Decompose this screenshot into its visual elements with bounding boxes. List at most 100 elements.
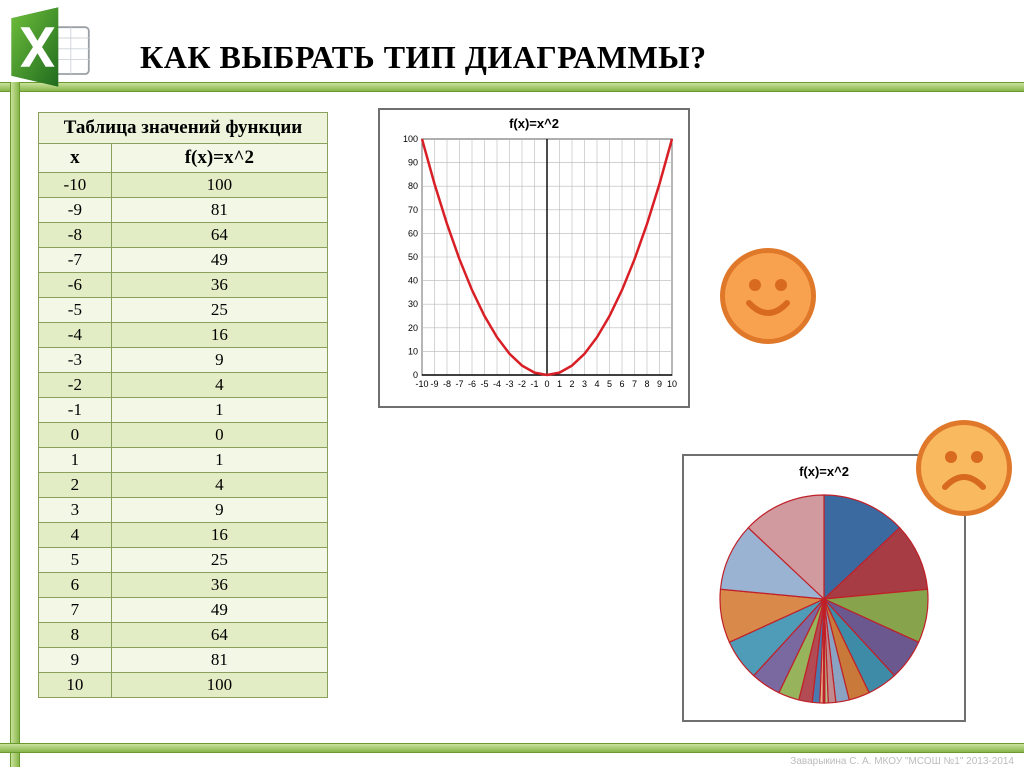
cell-x: -6 xyxy=(39,273,112,298)
cell-f: 9 xyxy=(111,498,327,523)
line-chart-panel: f(x)=x^2 -10-9-8-7-6-5-4-3-2-10123456789… xyxy=(378,108,690,408)
svg-text:-1: -1 xyxy=(530,379,538,389)
table-row: 525 xyxy=(39,548,328,573)
cell-x: 10 xyxy=(39,673,112,698)
cell-x: 1 xyxy=(39,448,112,473)
svg-text:-6: -6 xyxy=(468,379,476,389)
cell-f: 0 xyxy=(111,423,327,448)
cell-x: -7 xyxy=(39,248,112,273)
excel-logo-icon xyxy=(6,2,96,92)
table-row: -525 xyxy=(39,298,328,323)
cell-f: 49 xyxy=(111,248,327,273)
cell-f: 4 xyxy=(111,473,327,498)
svg-text:-5: -5 xyxy=(480,379,488,389)
svg-text:70: 70 xyxy=(408,205,418,215)
svg-text:4: 4 xyxy=(594,379,599,389)
svg-text:2: 2 xyxy=(569,379,574,389)
cell-x: 2 xyxy=(39,473,112,498)
svg-text:10: 10 xyxy=(667,379,677,389)
pie-chart-canvas xyxy=(692,483,956,713)
table-row: -636 xyxy=(39,273,328,298)
table-header: Таблица значений функции xyxy=(39,113,328,144)
cell-x: -5 xyxy=(39,298,112,323)
svg-text:-4: -4 xyxy=(493,379,501,389)
cell-x: 4 xyxy=(39,523,112,548)
frame-bar-top xyxy=(0,82,1024,92)
table-row: -981 xyxy=(39,198,328,223)
cell-x: -3 xyxy=(39,348,112,373)
cell-x: 3 xyxy=(39,498,112,523)
cell-f: 16 xyxy=(111,523,327,548)
table-row: 39 xyxy=(39,498,328,523)
svg-text:60: 60 xyxy=(408,228,418,238)
page-title: КАК ВЫБРАТЬ ТИП ДИАГРАММЫ? xyxy=(140,39,707,76)
cell-f: 64 xyxy=(111,623,327,648)
cell-f: 100 xyxy=(111,673,327,698)
svg-text:9: 9 xyxy=(657,379,662,389)
svg-text:1: 1 xyxy=(557,379,562,389)
col-f-header: f(x)=x^2 xyxy=(111,144,327,173)
svg-text:90: 90 xyxy=(408,158,418,168)
cell-x: -4 xyxy=(39,323,112,348)
cell-x: -10 xyxy=(39,173,112,198)
svg-text:-8: -8 xyxy=(443,379,451,389)
table-row: 416 xyxy=(39,523,328,548)
svg-text:80: 80 xyxy=(408,181,418,191)
table-row: -864 xyxy=(39,223,328,248)
cell-f: 100 xyxy=(111,173,327,198)
svg-text:50: 50 xyxy=(408,252,418,262)
cell-f: 9 xyxy=(111,348,327,373)
table-row: 749 xyxy=(39,598,328,623)
cell-x: 0 xyxy=(39,423,112,448)
svg-text:3: 3 xyxy=(582,379,587,389)
cell-x: 5 xyxy=(39,548,112,573)
footer-credit: Заварыкина С. А. МКОУ "МСОШ №1" 2013-201… xyxy=(790,756,1014,767)
cell-f: 81 xyxy=(111,648,327,673)
cell-x: -2 xyxy=(39,373,112,398)
frame-bar-bottom xyxy=(0,743,1024,753)
cell-f: 4 xyxy=(111,373,327,398)
svg-text:0: 0 xyxy=(544,379,549,389)
cell-f: 25 xyxy=(111,298,327,323)
cell-x: 6 xyxy=(39,573,112,598)
cell-x: -8 xyxy=(39,223,112,248)
svg-text:0: 0 xyxy=(413,370,418,380)
svg-text:8: 8 xyxy=(644,379,649,389)
col-x-header: x xyxy=(39,144,112,173)
table-row: 24 xyxy=(39,473,328,498)
table-row: 864 xyxy=(39,623,328,648)
svg-text:-2: -2 xyxy=(518,379,526,389)
table-row: -416 xyxy=(39,323,328,348)
table-row: 00 xyxy=(39,423,328,448)
table-row: 636 xyxy=(39,573,328,598)
cell-f: 16 xyxy=(111,323,327,348)
cell-f: 64 xyxy=(111,223,327,248)
svg-text:-9: -9 xyxy=(430,379,438,389)
cell-f: 81 xyxy=(111,198,327,223)
svg-text:-10: -10 xyxy=(415,379,428,389)
svg-text:30: 30 xyxy=(408,299,418,309)
frame-bar-left xyxy=(10,82,20,767)
table-row: 11 xyxy=(39,448,328,473)
cell-f: 1 xyxy=(111,448,327,473)
svg-text:7: 7 xyxy=(632,379,637,389)
table-row: -749 xyxy=(39,248,328,273)
line-chart-canvas: -10-9-8-7-6-5-4-3-2-10123456789100102030… xyxy=(386,133,682,399)
sad-face-icon xyxy=(916,420,1012,516)
table-row: -10100 xyxy=(39,173,328,198)
svg-text:10: 10 xyxy=(408,346,418,356)
happy-face-icon xyxy=(720,248,816,344)
svg-text:5: 5 xyxy=(607,379,612,389)
svg-text:20: 20 xyxy=(408,323,418,333)
cell-x: 9 xyxy=(39,648,112,673)
cell-f: 36 xyxy=(111,273,327,298)
cell-x: -1 xyxy=(39,398,112,423)
svg-text:40: 40 xyxy=(408,276,418,286)
table-row: -24 xyxy=(39,373,328,398)
cell-x: -9 xyxy=(39,198,112,223)
cell-f: 36 xyxy=(111,573,327,598)
cell-f: 1 xyxy=(111,398,327,423)
line-chart-title: f(x)=x^2 xyxy=(380,116,688,131)
table-row: -39 xyxy=(39,348,328,373)
svg-text:6: 6 xyxy=(619,379,624,389)
